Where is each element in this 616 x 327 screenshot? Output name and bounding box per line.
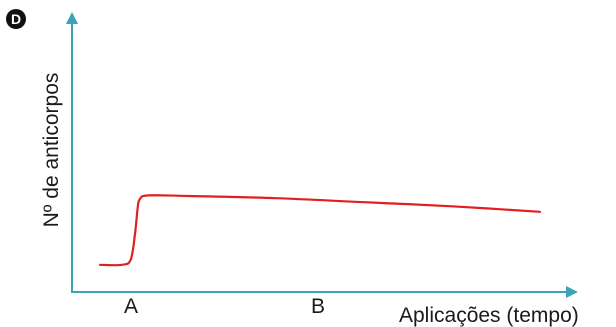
x-axis-arrow xyxy=(566,286,578,298)
panel-badge: D xyxy=(6,9,26,29)
panel-badge-label: D xyxy=(11,11,21,27)
y-axis-arrow xyxy=(66,12,78,24)
x-axis-label: Aplicações (tempo) xyxy=(399,304,579,327)
x-tick-label-b: B xyxy=(311,295,325,318)
x-tick-label-a: A xyxy=(124,295,138,318)
y-axis-label: Nº de anticorpos xyxy=(40,73,63,228)
panel-badge-circle xyxy=(6,9,26,29)
series-line-antibodies xyxy=(98,194,542,267)
